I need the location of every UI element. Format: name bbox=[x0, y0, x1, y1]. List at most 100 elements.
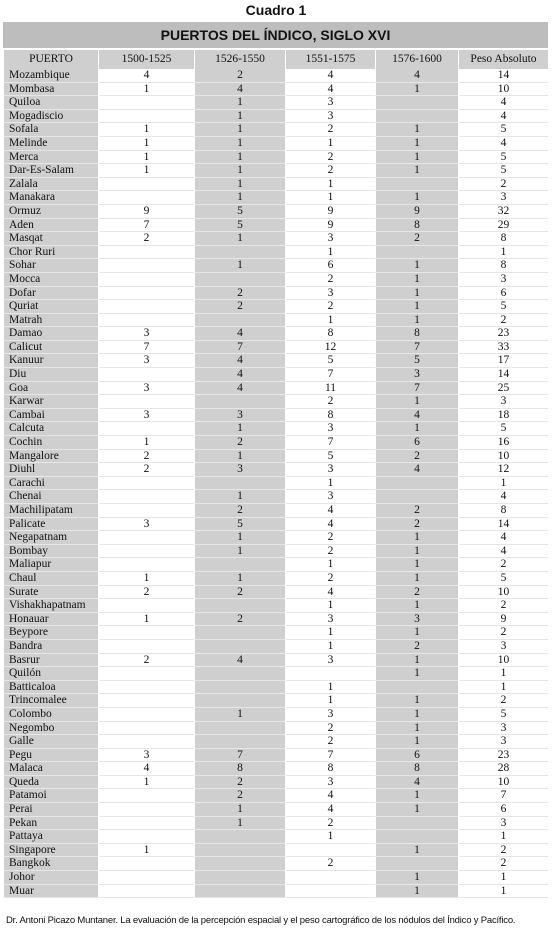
count-1551-1575-cell: 8 bbox=[285, 408, 375, 423]
count-1576-1600-cell: 1 bbox=[375, 300, 458, 314]
port-name-cell: Zalala bbox=[3, 177, 98, 192]
count-1526-1550-cell: 1 bbox=[194, 707, 285, 722]
count-1576-1600-cell: 4 bbox=[375, 408, 458, 423]
count-1551-1575-cell: 2 bbox=[285, 300, 375, 314]
table-row: Quiloa 1 3 4 bbox=[3, 96, 548, 110]
count-1526-1550-cell bbox=[194, 871, 285, 885]
port-name-cell: Cochin bbox=[3, 436, 98, 450]
count-1551-1575-cell: 7 bbox=[285, 748, 375, 763]
peso-absoluto-cell: 17 bbox=[458, 354, 548, 369]
count-1500-1525-cell: 4 bbox=[98, 762, 194, 776]
count-1576-1600-cell bbox=[375, 245, 458, 260]
count-1551-1575-cell: 3 bbox=[285, 422, 375, 437]
count-1551-1575-cell: 3 bbox=[285, 653, 375, 668]
count-1551-1575-cell: 1 bbox=[285, 558, 375, 572]
port-name-cell: Quilón bbox=[3, 667, 98, 681]
peso-absoluto-cell: 5 bbox=[458, 164, 548, 178]
table-row: Queda 1 2 3 4 10 bbox=[3, 775, 548, 790]
table-row: Calicut 7 7 12 7 33 bbox=[3, 340, 548, 355]
peso-absoluto-cell: 6 bbox=[458, 803, 548, 817]
count-1526-1550-cell bbox=[194, 843, 285, 858]
count-1551-1575-cell: 3 bbox=[285, 775, 375, 790]
count-1551-1575-cell: 1 bbox=[285, 313, 375, 328]
count-1576-1600-cell bbox=[375, 109, 458, 124]
column-header-puerto: PUERTO bbox=[3, 50, 98, 69]
column-header-1526-1550: 1526-1550 bbox=[194, 50, 285, 69]
table-row: Pattaya 1 1 bbox=[3, 830, 548, 844]
count-1576-1600-cell: 1 bbox=[375, 150, 458, 165]
port-name-cell: Melinde bbox=[3, 136, 98, 151]
port-name-cell: Dar-Es-Salam bbox=[3, 164, 98, 178]
count-1576-1600-cell: 2 bbox=[375, 639, 458, 654]
count-1526-1550-cell: 2 bbox=[194, 504, 285, 518]
count-1576-1600-cell: 1 bbox=[375, 286, 458, 301]
count-1576-1600-cell: 4 bbox=[375, 775, 458, 790]
count-1500-1525-cell bbox=[98, 857, 194, 872]
port-name-cell: Manakara bbox=[3, 191, 98, 205]
count-1576-1600-cell: 1 bbox=[375, 136, 458, 151]
count-1500-1525-cell: 2 bbox=[98, 463, 194, 477]
count-1576-1600-cell: 1 bbox=[375, 884, 458, 899]
count-1576-1600-cell: 1 bbox=[375, 871, 458, 885]
port-name-cell: Masqat bbox=[3, 232, 98, 246]
port-name-cell: Mogadiscio bbox=[3, 109, 98, 124]
port-name-cell: Quiloa bbox=[3, 96, 98, 110]
count-1500-1525-cell bbox=[98, 300, 194, 314]
count-1526-1550-cell bbox=[194, 694, 285, 708]
count-1526-1550-cell: 2 bbox=[194, 300, 285, 314]
count-1576-1600-cell: 3 bbox=[375, 368, 458, 382]
table-row: Mangalore 2 1 5 2 10 bbox=[3, 449, 548, 464]
count-1526-1550-cell bbox=[194, 626, 285, 640]
count-1500-1525-cell bbox=[98, 694, 194, 708]
count-1500-1525-cell bbox=[98, 286, 194, 301]
count-1576-1600-cell: 1 bbox=[375, 82, 458, 97]
count-1500-1525-cell: 3 bbox=[98, 517, 194, 532]
count-1576-1600-cell: 1 bbox=[375, 191, 458, 205]
peso-absoluto-cell: 4 bbox=[458, 109, 548, 124]
count-1500-1525-cell bbox=[98, 395, 194, 409]
count-1526-1550-cell bbox=[194, 830, 285, 844]
count-1576-1600-cell: 2 bbox=[375, 504, 458, 518]
column-header-1500-1525: 1500-1525 bbox=[98, 50, 194, 69]
count-1526-1550-cell: 1 bbox=[194, 449, 285, 464]
count-1500-1525-cell bbox=[98, 721, 194, 736]
peso-absoluto-cell: 1 bbox=[458, 884, 548, 899]
count-1526-1550-cell: 2 bbox=[194, 789, 285, 804]
port-name-cell: Karwar bbox=[3, 395, 98, 409]
count-1526-1550-cell: 1 bbox=[194, 150, 285, 165]
table-row: Cochin 1 2 7 6 16 bbox=[3, 436, 548, 450]
count-1526-1550-cell: 5 bbox=[194, 517, 285, 532]
peso-absoluto-cell: 2 bbox=[458, 694, 548, 708]
count-1526-1550-cell: 1 bbox=[194, 544, 285, 559]
count-1526-1550-cell: 7 bbox=[194, 748, 285, 763]
peso-absoluto-cell: 3 bbox=[458, 735, 548, 749]
count-1526-1550-cell: 1 bbox=[194, 109, 285, 124]
count-1526-1550-cell: 1 bbox=[194, 259, 285, 273]
count-1576-1600-cell: 7 bbox=[375, 381, 458, 396]
count-1526-1550-cell: 2 bbox=[194, 585, 285, 600]
port-name-cell: Surate bbox=[3, 585, 98, 600]
count-1526-1550-cell bbox=[194, 639, 285, 654]
count-1526-1550-cell: 1 bbox=[194, 177, 285, 192]
table-row: Batticaloa 1 1 bbox=[3, 680, 548, 695]
count-1500-1525-cell: 3 bbox=[98, 381, 194, 396]
count-1526-1550-cell: 2 bbox=[194, 436, 285, 450]
count-1500-1525-cell bbox=[98, 259, 194, 273]
count-1551-1575-cell bbox=[285, 884, 375, 899]
count-1576-1600-cell bbox=[375, 476, 458, 491]
table-caption: Cuadro 1 bbox=[245, 2, 307, 18]
count-1500-1525-cell bbox=[98, 735, 194, 749]
port-name-cell: Chor Ruri bbox=[3, 245, 98, 260]
peso-absoluto-cell: 2 bbox=[458, 857, 548, 872]
peso-absoluto-cell: 4 bbox=[458, 96, 548, 110]
peso-absoluto-cell: 1 bbox=[458, 667, 548, 681]
table-row: Honauar 1 2 3 3 9 bbox=[3, 612, 548, 627]
table-row: Sohar 1 6 1 8 bbox=[3, 259, 548, 273]
table-row: Bombay 1 2 1 4 bbox=[3, 544, 548, 559]
count-1576-1600-cell: 1 bbox=[375, 626, 458, 640]
count-1551-1575-cell: 3 bbox=[285, 286, 375, 301]
table-header-row: PUERTO 1500-1525 1526-1550 1551-1575 157… bbox=[3, 50, 548, 69]
port-name-cell: Merca bbox=[3, 150, 98, 165]
table-row: Aden 7 5 9 8 29 bbox=[3, 218, 548, 233]
peso-absoluto-cell: 2 bbox=[458, 177, 548, 192]
